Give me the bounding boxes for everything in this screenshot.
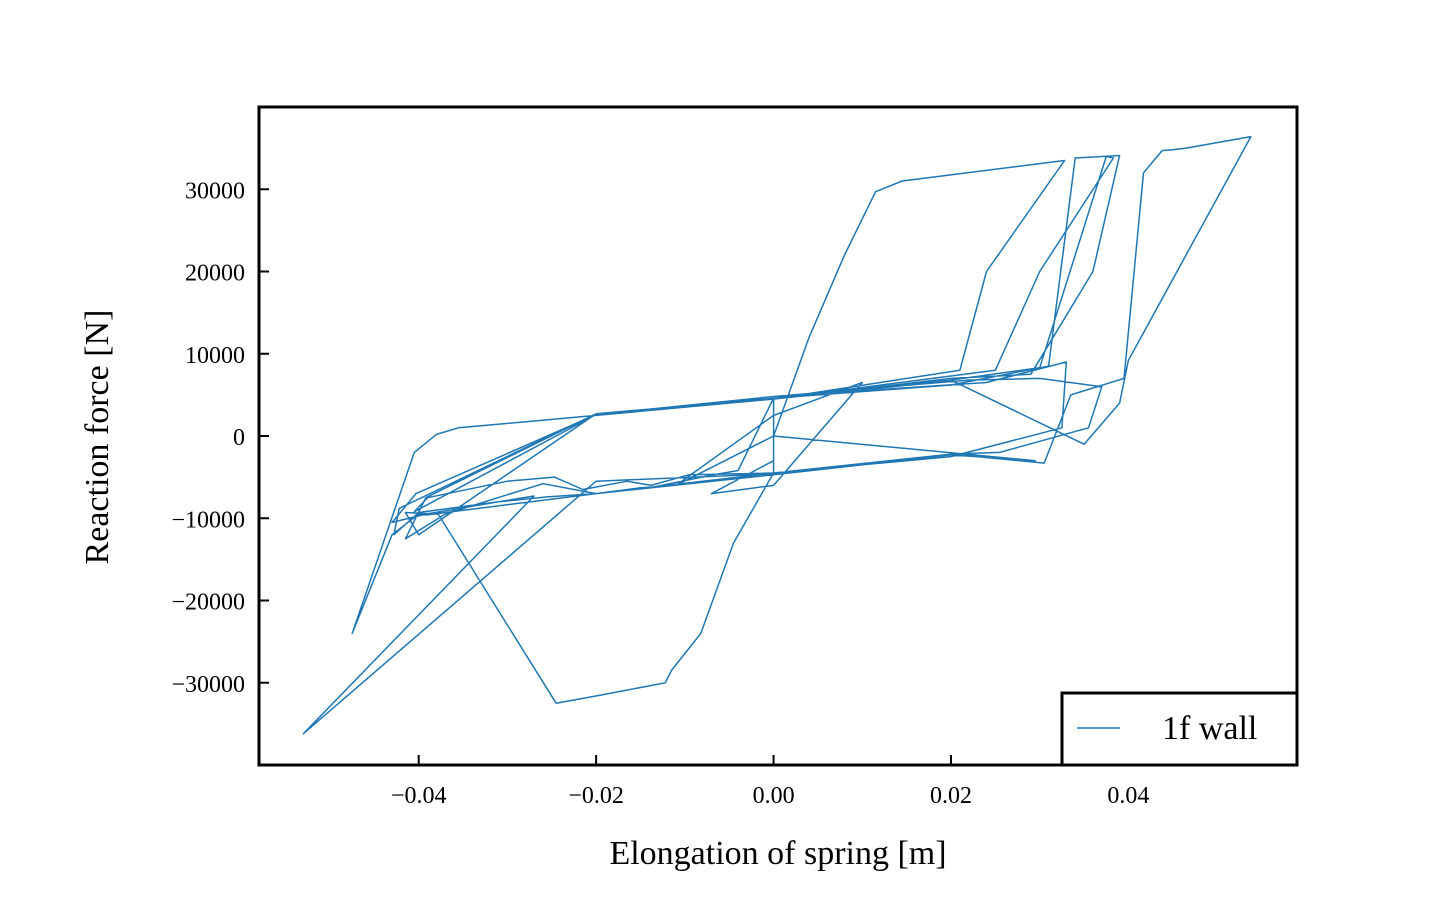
y-axis-label: Reaction force [N]: [79, 310, 116, 565]
x-axis-label: Elongation of spring [m]: [609, 835, 946, 872]
x-axis-ticks: −0.04 −0.02 0.00 0.02 0.04: [391, 755, 1149, 809]
legend-box: [1060, 691, 1299, 767]
x-tick-label: −0.02: [568, 783, 624, 809]
series-layer: [302, 135, 1252, 735]
y-tick-label: −10000: [171, 507, 245, 533]
x-tick-label: −0.04: [391, 783, 447, 809]
x-tick-label: 0.00: [753, 783, 795, 809]
x-tick-label: 0.02: [930, 783, 972, 809]
y-tick-label: 30000: [185, 178, 245, 204]
x-tick-label: 0.04: [1107, 783, 1149, 809]
y-axis-ticks: −30000 −20000 −10000 0 10000 20000 30000: [171, 178, 269, 698]
y-tick-label: −20000: [171, 590, 245, 616]
y-tick-label: 20000: [185, 261, 245, 287]
legend-label: 1f wall: [1162, 710, 1257, 747]
legend: 1f wall: [1060, 691, 1299, 767]
y-tick-label: −30000: [171, 672, 245, 698]
y-tick-label: 10000: [185, 343, 245, 369]
plot-frame: [257, 105, 1299, 767]
series-line-0: [302, 135, 1252, 735]
y-tick-label: 0: [233, 425, 245, 451]
